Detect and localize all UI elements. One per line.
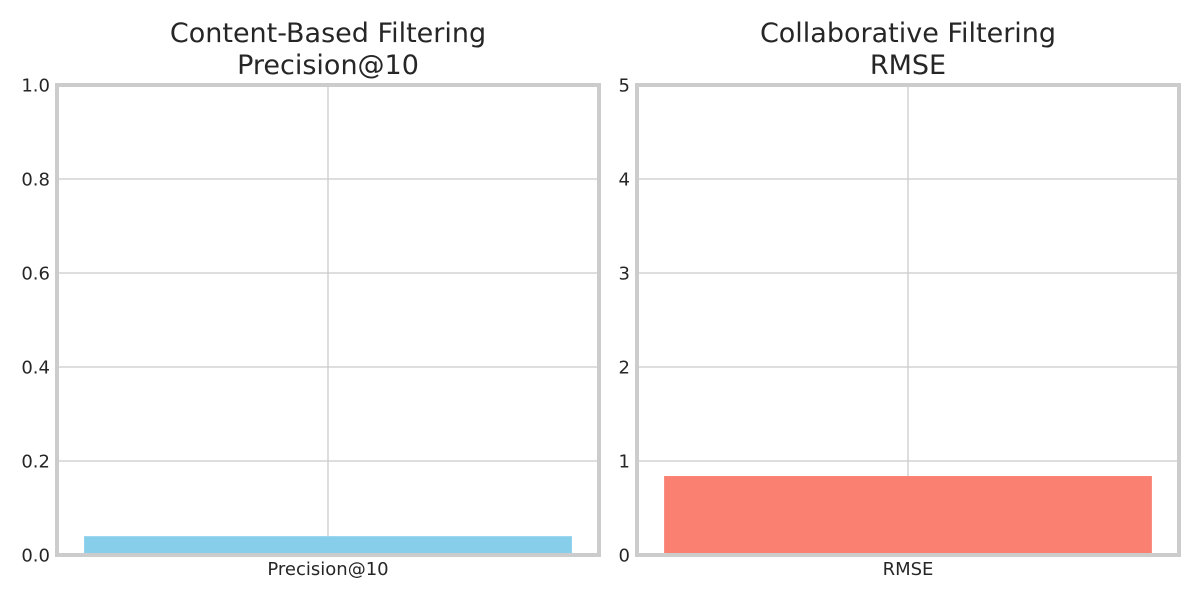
axes-frame — [55, 83, 601, 557]
chart-title: Collaborative Filtering RMSE — [760, 18, 1056, 81]
y-tick-label: 2 — [619, 358, 630, 379]
y-tick-label: 4 — [619, 170, 630, 191]
y-tick-label: 0.0 — [21, 546, 50, 567]
y-tick-label: 0.4 — [21, 358, 50, 379]
y-tick-label: 1.0 — [21, 76, 50, 97]
chart-title: Content-Based Filtering Precision@10 — [170, 18, 486, 81]
chart-title-line: RMSE — [870, 50, 946, 81]
y-tick-label: 0.8 — [21, 170, 50, 191]
y-tick-label: 0 — [619, 546, 630, 567]
y-tick-label: 5 — [619, 76, 630, 97]
x-tick-label: RMSE — [883, 559, 934, 580]
axes-frame — [635, 83, 1181, 557]
y-tick-label: 1 — [619, 452, 630, 473]
chart-panel-1: 0.00.20.40.60.81.0Precision@10Content-Ba… — [21, 18, 601, 580]
y-tick-label: 3 — [619, 264, 630, 285]
y-tick-label: 0.2 — [21, 452, 50, 473]
x-tick-label: Precision@10 — [267, 559, 388, 580]
bar-rmse — [664, 476, 1152, 555]
y-tick-label: 0.6 — [21, 264, 50, 285]
bar-precision-10 — [84, 536, 572, 555]
chart-title-line: Collaborative Filtering — [760, 18, 1056, 49]
chart-title-line: Content-Based Filtering — [170, 18, 486, 49]
chart-title-line: Precision@10 — [237, 50, 419, 81]
